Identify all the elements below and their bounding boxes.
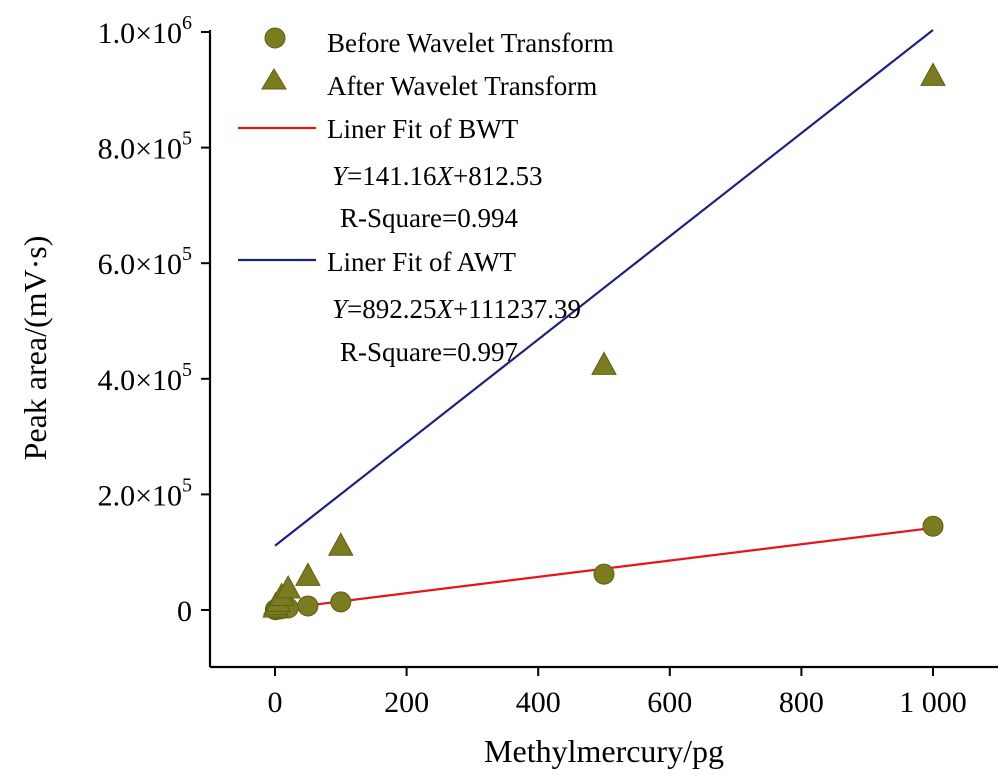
x-tick-label: 0 [268, 686, 283, 719]
bwt-r-square: R-Square=0.994 [340, 203, 518, 233]
y-ticks: 0 2.0×105 4.0×105 6.0×105 8.0×105 1.0×106 [98, 12, 210, 628]
legend-label-awt: After Wavelet Transform [327, 71, 597, 101]
y-tick-label: 4.0×105 [98, 359, 192, 397]
y-axis-title: Peak area/(mV·s) [17, 236, 53, 461]
y-tick-label: 0 [177, 595, 192, 628]
awt-point [920, 62, 946, 86]
x-tick-label: 400 [516, 686, 561, 719]
bwt-point [330, 591, 352, 613]
awt-r-square: R-Square=0.997 [340, 337, 518, 367]
legend-label-fit-bwt: Liner Fit of BWT [327, 114, 519, 144]
bwt-equation: Y=141.16X+812.53 [332, 161, 543, 191]
x-axis-title: Methylmercury/pg [484, 733, 724, 769]
bwt-point [297, 595, 319, 617]
axes [208, 30, 998, 669]
legend-label-bwt: Before Wavelet Transform [327, 28, 614, 58]
y-tick-label: 8.0×105 [98, 128, 192, 166]
x-ticks: 0 200 400 600 800 1 000 [268, 667, 967, 719]
y-tick-label: 2.0×105 [98, 474, 192, 512]
y-tick-label: 6.0×105 [98, 243, 192, 281]
legend-marker-triangle [261, 68, 287, 90]
x-tick-label: 800 [779, 686, 824, 719]
bwt-point [593, 563, 615, 585]
x-tick-label: 600 [647, 686, 692, 719]
legend: Before Wavelet Transform After Wavelet T… [238, 27, 614, 367]
legend-label-fit-awt: Liner Fit of AWT [327, 247, 517, 277]
awt-equation: Y=892.25X+111237.39 [332, 294, 581, 324]
bwt-point [922, 515, 944, 537]
legend-marker-circle [264, 27, 286, 49]
awt-point [295, 562, 321, 586]
awt-point [275, 574, 302, 599]
data-points [262, 62, 946, 621]
fit-line-awt [274, 29, 934, 547]
awt-point [591, 351, 617, 375]
y-tick-label: 1.0×106 [98, 12, 192, 50]
x-tick-label: 200 [384, 686, 429, 719]
x-tick-label: 1 000 [899, 686, 967, 719]
awt-point [327, 532, 354, 556]
